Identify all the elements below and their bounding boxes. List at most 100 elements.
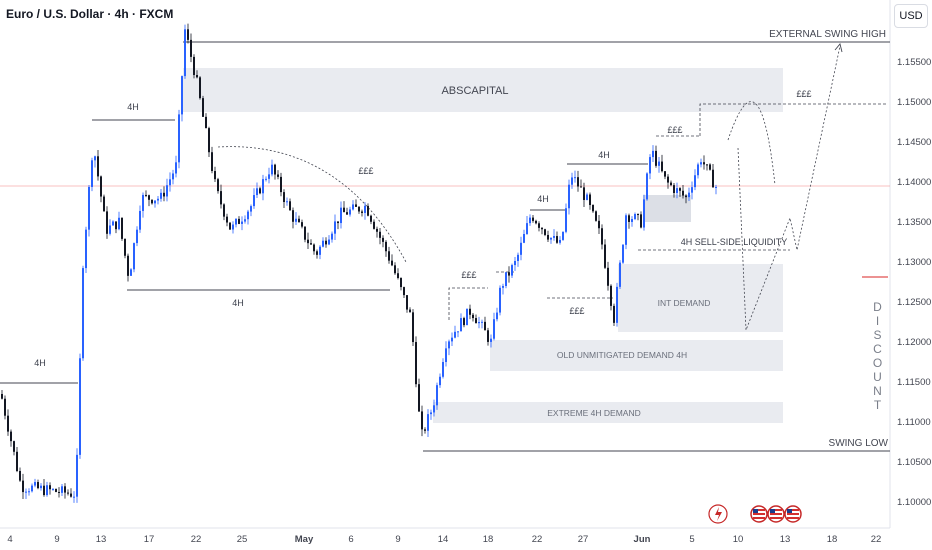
- candle: [229, 222, 231, 230]
- candle: [493, 312, 495, 341]
- candle: [109, 219, 111, 236]
- candle: [256, 182, 258, 199]
- int-demand-label: INT DEMAND: [658, 298, 711, 308]
- candle: [583, 182, 585, 208]
- candle: [49, 482, 51, 495]
- x-tick-label: 22: [532, 534, 543, 545]
- candle: [457, 331, 459, 338]
- candle: [199, 76, 201, 100]
- abscapital-zone[interactable]: [183, 68, 783, 112]
- candle: [319, 245, 321, 260]
- candle: [460, 313, 462, 332]
- candle: [658, 156, 660, 173]
- candle: [64, 483, 66, 499]
- int-demand-zone[interactable]: [618, 264, 783, 332]
- extreme-demand-zone[interactable]: [433, 402, 783, 423]
- candle: [550, 237, 552, 244]
- candle: [334, 214, 336, 240]
- candle: [289, 198, 291, 211]
- candle: [31, 483, 33, 493]
- candle: [607, 261, 609, 291]
- old-demand-zone[interactable]: [490, 340, 783, 371]
- candle: [640, 211, 642, 229]
- candle: [274, 163, 276, 180]
- x-tick-label: 5: [689, 534, 694, 545]
- candle: [625, 213, 627, 250]
- x-tick-label: 10: [733, 534, 744, 545]
- candle: [430, 409, 432, 420]
- candle: [592, 204, 594, 213]
- candle: [79, 353, 81, 459]
- candle: [574, 170, 576, 183]
- candle: [154, 200, 156, 208]
- candle: [7, 409, 9, 436]
- candle: [628, 213, 630, 229]
- candle: [160, 188, 162, 202]
- candle: [388, 246, 390, 264]
- candle: [682, 185, 684, 199]
- x-tick-label: 14: [438, 534, 449, 545]
- currency-button[interactable]: USD: [894, 4, 928, 28]
- candle: [409, 307, 411, 313]
- candle: [481, 319, 483, 329]
- candle: [529, 214, 531, 226]
- candle: [295, 212, 297, 226]
- candle: [16, 446, 18, 473]
- candle: [184, 24, 186, 79]
- candle: [514, 256, 516, 271]
- candle: [511, 263, 513, 279]
- candle: [127, 253, 129, 282]
- candle: [631, 216, 633, 227]
- candle: [352, 200, 354, 211]
- candle: [451, 332, 453, 346]
- candle: [643, 194, 645, 231]
- candle: [94, 155, 96, 168]
- candle: [466, 308, 468, 326]
- candle: [364, 202, 366, 220]
- candle: [271, 159, 273, 177]
- candle: [25, 488, 27, 499]
- small-demand-box[interactable]: [643, 195, 691, 222]
- discount-letter: T: [873, 398, 883, 412]
- candle: [343, 201, 345, 213]
- candle: [424, 427, 426, 434]
- candle: [241, 216, 243, 231]
- event-flash-icon[interactable]: [708, 504, 728, 524]
- candle: [220, 184, 222, 209]
- x-tick-label: May: [295, 534, 314, 545]
- discount-letter: U: [873, 370, 883, 384]
- candle: [118, 211, 120, 231]
- candle: [400, 277, 402, 291]
- event-us-flag-icon[interactable]: [750, 505, 768, 523]
- candle: [568, 179, 570, 215]
- candle: [286, 197, 288, 206]
- candle: [577, 170, 579, 192]
- event-us-flag-icon[interactable]: [784, 505, 802, 523]
- liquidity-curve: [217, 146, 407, 263]
- candle: [103, 194, 105, 212]
- candle: [691, 181, 693, 200]
- candle: [265, 176, 267, 182]
- candle: [706, 164, 708, 171]
- candle: [433, 399, 435, 417]
- candle: [634, 212, 636, 221]
- event-us-flag-icon[interactable]: [767, 505, 785, 523]
- candle: [76, 448, 78, 503]
- candle: [553, 229, 555, 241]
- candle: [679, 187, 681, 197]
- candle: [13, 440, 15, 456]
- candle: [130, 268, 132, 276]
- candle: [157, 196, 159, 205]
- candle: [358, 205, 360, 214]
- candle: [502, 283, 504, 295]
- candle: [385, 240, 387, 257]
- candle: [361, 209, 363, 217]
- candle: [244, 215, 246, 224]
- candle: [169, 172, 171, 192]
- candle: [172, 169, 174, 185]
- y-tick-label: 1.12000: [897, 337, 931, 348]
- candle: [490, 334, 492, 348]
- liquidity-f-label: £££: [796, 89, 811, 99]
- candle: [373, 219, 375, 230]
